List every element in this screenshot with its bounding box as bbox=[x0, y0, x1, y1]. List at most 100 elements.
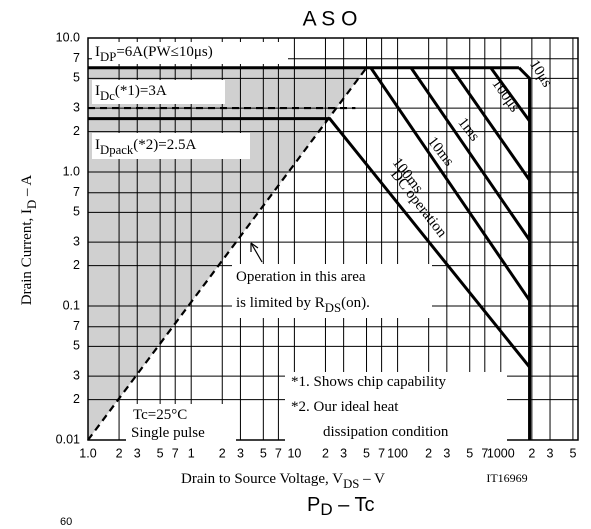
text-part: Operation in this area bbox=[236, 269, 366, 285]
text-part: Single pulse bbox=[131, 425, 205, 441]
annotation: Single pulse bbox=[131, 425, 205, 441]
text-part: P bbox=[307, 494, 320, 516]
annotation: IDpack(*2)=2.5A bbox=[95, 137, 196, 156]
x-tick-label: 3 bbox=[547, 446, 554, 460]
label-box bbox=[285, 372, 507, 442]
x-tick-label: 100 bbox=[387, 446, 408, 460]
x-tick-label: 3 bbox=[134, 446, 141, 460]
label-box bbox=[92, 133, 250, 159]
x-tick-label: 3 bbox=[237, 446, 244, 460]
text-part: I bbox=[95, 137, 100, 153]
text-part: I bbox=[95, 44, 100, 60]
x-tick-label: 3 bbox=[340, 446, 347, 460]
x-tick-label: 1000 bbox=[487, 446, 515, 460]
series-line bbox=[489, 66, 531, 122]
text-part: DS bbox=[325, 301, 341, 315]
x-tick-label: 7 bbox=[172, 446, 179, 460]
x-tick-label: 7 bbox=[481, 446, 488, 460]
x-tick-label: 5 bbox=[157, 446, 164, 460]
text-part: DP bbox=[100, 50, 116, 64]
y-tick-label: 7 bbox=[73, 185, 80, 199]
y-tick-label: 1.0 bbox=[63, 164, 80, 178]
x-tick-label: 5 bbox=[569, 446, 576, 460]
annotation: Tc=25°C bbox=[133, 407, 187, 423]
text-part: D bbox=[320, 500, 332, 519]
y-tick-label: 10.0 bbox=[56, 30, 80, 44]
annotation: Operation in this area bbox=[236, 269, 366, 285]
series-line bbox=[517, 66, 532, 440]
text-part: I bbox=[95, 83, 100, 99]
text-part: (*1)=3A bbox=[115, 83, 167, 99]
series-line bbox=[409, 66, 531, 242]
text-part: DS bbox=[343, 477, 359, 491]
y-tick-label: 0.01 bbox=[56, 432, 80, 446]
y-tick-label: 2 bbox=[73, 124, 80, 138]
series-line bbox=[449, 66, 531, 181]
annotation: *2. Our ideal heat bbox=[291, 399, 399, 415]
y-tick-label: 5 bbox=[73, 71, 80, 85]
text-part: *2. Our ideal heat bbox=[291, 399, 399, 415]
y-tick-label: 2 bbox=[73, 392, 80, 406]
text-part: Tc=25°C bbox=[133, 407, 187, 423]
y-tick-label: 3 bbox=[73, 234, 80, 248]
text-part: (on). bbox=[341, 295, 370, 311]
x-tick-label: 5 bbox=[260, 446, 267, 460]
text-part: is limited by R bbox=[236, 295, 325, 311]
y-tick-label: 3 bbox=[73, 368, 80, 382]
y-tick-label: 2 bbox=[73, 258, 80, 272]
text-part: – V bbox=[359, 471, 385, 487]
series-line bbox=[369, 66, 531, 302]
text-part: Drain to Source Voltage, V bbox=[181, 471, 343, 487]
annotation: *1. Shows chip capability bbox=[291, 374, 446, 390]
text-part: – A bbox=[19, 175, 35, 200]
x-tick-label: 2 bbox=[219, 446, 226, 460]
figure-code: IT16969 bbox=[486, 471, 527, 485]
y-tick-label: 0.1 bbox=[63, 298, 80, 312]
text-part: Dpack bbox=[100, 143, 134, 157]
x-tick-label: 1.0 bbox=[79, 446, 96, 460]
x-tick-label: 2 bbox=[425, 446, 432, 460]
x-tick-label: 2 bbox=[116, 446, 123, 460]
annotation: IDP=6A(PW≤10μs) bbox=[95, 44, 213, 63]
annotation: IDc(*1)=3A bbox=[95, 83, 167, 102]
text-part: (*2)=2.5A bbox=[133, 137, 196, 153]
x-tick-label: 2 bbox=[322, 446, 329, 460]
y-tick-label: 7 bbox=[73, 51, 80, 65]
x-tick-label: 3 bbox=[443, 446, 450, 460]
x-tick-label: 7 bbox=[275, 446, 282, 460]
text-part: D bbox=[25, 200, 39, 209]
text-part: Dc bbox=[100, 89, 115, 103]
y-tick-label: 5 bbox=[73, 339, 80, 353]
y-tick-label: 5 bbox=[73, 205, 80, 219]
footer: PD – Tc bbox=[307, 494, 375, 519]
x-tick-label: 2 bbox=[528, 446, 535, 460]
text-part: =6A(PW≤10μs) bbox=[116, 44, 212, 60]
text-part: dissipation condition bbox=[323, 424, 449, 440]
x-tick-label: 5 bbox=[466, 446, 473, 460]
x-tick-label: 7 bbox=[378, 446, 385, 460]
label-box bbox=[232, 264, 432, 318]
series-line bbox=[87, 67, 368, 441]
chart-title: A S O bbox=[303, 8, 358, 31]
arrow bbox=[250, 242, 263, 263]
x-tick-label: 5 bbox=[363, 446, 370, 460]
text-part: *1. Shows chip capability bbox=[291, 374, 446, 390]
y-tick-label: 7 bbox=[73, 319, 80, 333]
arrow-head bbox=[250, 242, 259, 252]
curve-label: 1ms bbox=[454, 115, 482, 145]
y-tick-label: 3 bbox=[73, 100, 80, 114]
y-axis-label: Drain Current, ID – A bbox=[19, 175, 38, 306]
x-tick-label: 1 bbox=[188, 446, 195, 460]
x-tick-label: 10 bbox=[287, 446, 301, 460]
annotation: is limited by RDS(on). bbox=[236, 295, 370, 314]
label-box bbox=[92, 80, 225, 104]
footer-cut: 60 bbox=[60, 516, 72, 528]
annotation: dissipation condition bbox=[323, 424, 449, 440]
curve-label: 100μs bbox=[488, 76, 522, 115]
text-part: Drain Current, I bbox=[19, 209, 35, 305]
label-box bbox=[126, 404, 236, 442]
label-box bbox=[92, 42, 288, 64]
text-part: – Tc bbox=[333, 494, 375, 516]
x-axis-label: Drain to Source Voltage, VDS – V bbox=[181, 471, 385, 490]
